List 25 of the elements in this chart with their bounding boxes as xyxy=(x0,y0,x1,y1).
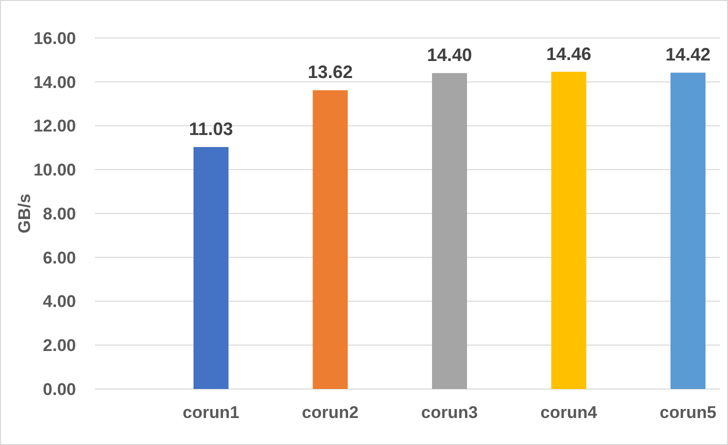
x-tick-label: corun4 xyxy=(540,403,598,422)
bar xyxy=(551,72,586,389)
bar xyxy=(670,72,706,389)
y-tick-label: 16.00 xyxy=(33,28,76,48)
data-label: 14.42 xyxy=(665,44,711,65)
bar xyxy=(432,73,467,389)
x-tick-label: corun3 xyxy=(421,403,478,422)
y-tick-label: 4.00 xyxy=(42,292,76,312)
x-tick-label: corun2 xyxy=(302,403,359,422)
y-tick-label: 8.00 xyxy=(42,204,76,224)
y-axis-title: GB/s xyxy=(15,194,34,234)
data-label: 13.62 xyxy=(308,62,353,82)
y-tick-label: 12.00 xyxy=(33,116,76,136)
bar xyxy=(312,90,348,389)
x-tick-label: corun1 xyxy=(182,403,240,422)
x-tick-label: corun5 xyxy=(660,403,716,422)
bar xyxy=(194,147,228,389)
data-label: 11.03 xyxy=(188,119,234,140)
y-tick-label: 2.00 xyxy=(42,336,76,356)
y-tick-label: 10.00 xyxy=(33,160,76,180)
y-tick-label: 6.00 xyxy=(42,248,76,268)
y-tick-label: 0.00 xyxy=(42,380,76,399)
data-label: 14.46 xyxy=(546,44,592,64)
y-tick-label: 14.00 xyxy=(33,72,76,92)
data-label: 14.40 xyxy=(426,45,472,66)
